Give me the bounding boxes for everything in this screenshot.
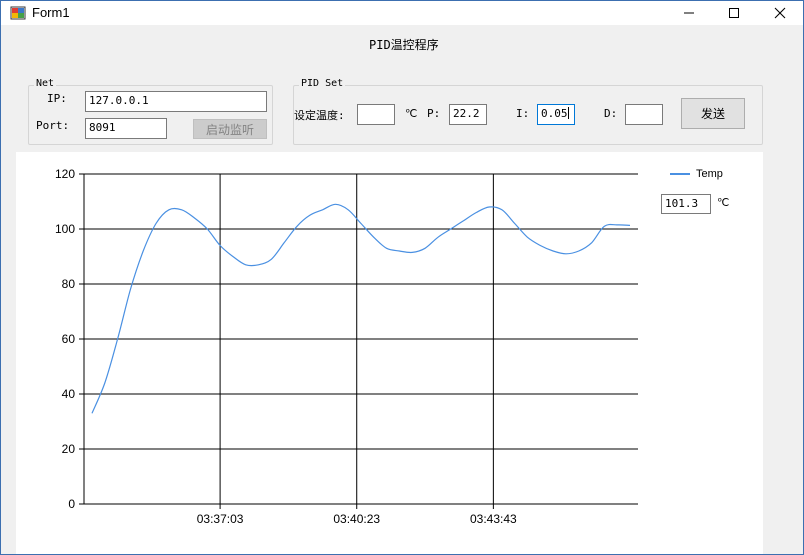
- port-input[interactable]: 8091: [85, 118, 167, 139]
- minimize-button[interactable]: [666, 1, 712, 25]
- temperature-chart: 0 20 40 60 80 100 120 03:37:03 03:40:23 03:43:43 …: [16, 152, 763, 554]
- title-bar[interactable]: Form1: [1, 1, 803, 25]
- current-temp-readout[interactable]: 101.3: [661, 194, 711, 214]
- i-input[interactable]: 0.05: [537, 104, 575, 125]
- setpoint-input[interactable]: [357, 104, 395, 125]
- y-tick-label: 100: [55, 222, 75, 236]
- ip-input[interactable]: 127.0.0.1: [85, 91, 267, 112]
- legend-label: Temp: [696, 168, 723, 180]
- close-button[interactable]: [757, 1, 803, 25]
- current-temp-unit: ℃: [717, 196, 730, 209]
- net-groupbox: Net IP: 127.0.0.1 Port: 8091 启动监听: [28, 78, 273, 145]
- legend-swatch: [670, 173, 690, 175]
- chart-legend: Temp: [670, 168, 723, 180]
- p-label: P:: [427, 107, 441, 120]
- x-tick-label: 03:40:23: [333, 512, 380, 526]
- y-tick-label: 60: [62, 332, 76, 346]
- y-tick-label: 0: [68, 497, 75, 511]
- page-title: PID温控程序: [369, 38, 439, 52]
- temp-series-line: [91, 203, 631, 414]
- i-input-value: 0.05: [541, 107, 568, 120]
- d-label: D:: [604, 107, 618, 120]
- net-group-title: Net: [34, 78, 57, 89]
- close-icon: [774, 7, 786, 19]
- i-label: I:: [516, 107, 530, 120]
- send-button[interactable]: 发送: [681, 98, 745, 129]
- pid-groupbox: PID Set 设定温度: ℃ P: 22.2 I: 0.05 D: 发送: [293, 78, 763, 145]
- chart-canvas: 0 20 40 60 80 100 120 03:37:03 03:40:23 03:43:43: [55, 167, 638, 526]
- d-input[interactable]: [625, 104, 663, 125]
- y-tick-label: 120: [55, 167, 75, 181]
- setpoint-unit: ℃: [405, 107, 418, 120]
- maximize-icon: [729, 8, 739, 18]
- pid-group-title: PID Set: [299, 78, 346, 89]
- ip-label: IP:: [47, 92, 67, 105]
- start-listen-button[interactable]: 启动监听: [193, 119, 267, 139]
- maximize-button[interactable]: [711, 1, 757, 25]
- port-label: Port:: [36, 119, 70, 132]
- x-tick-label: 03:43:43: [470, 512, 517, 526]
- y-tick-label: 80: [62, 277, 76, 291]
- window-title: Form1: [32, 5, 70, 20]
- y-tick-label: 20: [62, 442, 76, 456]
- app-icon: [10, 6, 26, 20]
- y-tick-label: 40: [62, 387, 76, 401]
- minimize-icon: [684, 12, 694, 14]
- setpoint-label: 设定温度:: [294, 109, 345, 122]
- text-caret: [567, 107, 569, 119]
- form-client-area: PID温控程序 Net IP: 127.0.0.1 Port: 8091 启动监…: [1, 25, 803, 554]
- x-tick-label: 03:37:03: [197, 512, 244, 526]
- p-input[interactable]: 22.2: [449, 104, 487, 125]
